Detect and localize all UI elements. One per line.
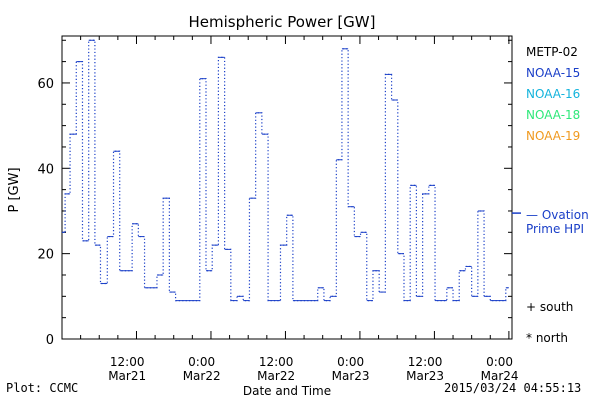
x-tick-date-label: Mar21 — [108, 369, 146, 383]
ovation-label-line2: Prime HPI — [526, 222, 584, 236]
plot-source: Plot: CCMC — [6, 381, 79, 395]
legend-entry: NOAA-19 — [526, 129, 580, 143]
legend: METP-02 NOAA-15 NOAA-16 NOAA-18 NOAA-19 — [526, 45, 580, 143]
series-layer — [62, 39, 509, 302]
x-tick-date-label: Mar24 — [481, 369, 519, 383]
y-tick-label: 20 — [37, 248, 54, 263]
marker-legend-north: * north — [526, 331, 568, 345]
x-tick-time-label: 12:00 — [110, 355, 145, 369]
series-line-noaa-15 — [62, 39, 509, 302]
legend-entry: NOAA-15 — [526, 66, 580, 80]
x-tick-time-label: 0:00 — [188, 355, 215, 369]
x-tick-time-label: 0:00 — [486, 355, 513, 369]
y-tick-label: 40 — [37, 162, 54, 177]
x-tick-date-label: Mar23 — [332, 369, 370, 383]
x-tick-date-label: Mar22 — [183, 369, 221, 383]
x-axis-label: Date and Time — [243, 384, 331, 398]
legend-entry: NOAA-16 — [526, 87, 580, 101]
y-tick-label: 0 — [46, 333, 54, 348]
x-axis: 12:00Mar210:00Mar2212:00Mar220:00Mar2312… — [61, 36, 519, 383]
ovation-label-line1: — Ovation — [526, 208, 589, 222]
ovation-reference: — Ovation Prime HPI — [512, 208, 589, 236]
y-axis: 0 20 40 60 — [37, 39, 512, 348]
x-tick-time-label: 12:00 — [408, 355, 443, 369]
legend-entry: NOAA-18 — [526, 108, 580, 122]
y-tick-label: 60 — [37, 77, 54, 92]
x-tick-date-label: Mar22 — [257, 369, 295, 383]
y-axis-label: P [GW] — [7, 167, 22, 212]
plot-timestamp: 2015/03/24 04:55:13 — [444, 381, 582, 395]
chart-title: Hemispheric Power [GW] — [189, 13, 376, 31]
legend-entry: METP-02 — [526, 45, 578, 59]
plot-frame — [61, 35, 513, 340]
marker-legend-south: + south — [526, 300, 573, 314]
x-tick-time-label: 0:00 — [337, 355, 364, 369]
x-tick-date-label: Mar23 — [406, 369, 444, 383]
x-tick-time-label: 12:00 — [259, 355, 294, 369]
